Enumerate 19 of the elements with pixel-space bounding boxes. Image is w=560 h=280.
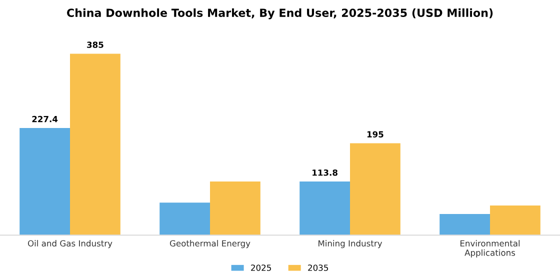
x-tick-label: Environmental Applications (460, 240, 520, 258)
bar (440, 214, 490, 236)
data-label: 385 (87, 42, 104, 48)
legend-label: 2025 (251, 264, 271, 271)
bar (490, 206, 540, 236)
bar (350, 143, 400, 236)
x-tick-label: Geothermal Energy (170, 240, 250, 248)
data-label: 195 (367, 131, 384, 138)
bar (20, 128, 70, 236)
chart-title: China Downhole Tools Market, By End User, 2025-2035 (USD Million) (67, 8, 493, 20)
bar (70, 54, 120, 236)
data-label: 227.4 (32, 116, 58, 122)
data-label: 113.8 (312, 169, 338, 176)
legend-label: 2035 (308, 264, 328, 271)
x-tick-label: Oil and Gas Industry (28, 240, 112, 248)
x-tick-label: Mining Industry (318, 240, 382, 248)
bar (160, 202, 210, 236)
bar (300, 182, 350, 236)
bar (210, 181, 260, 236)
